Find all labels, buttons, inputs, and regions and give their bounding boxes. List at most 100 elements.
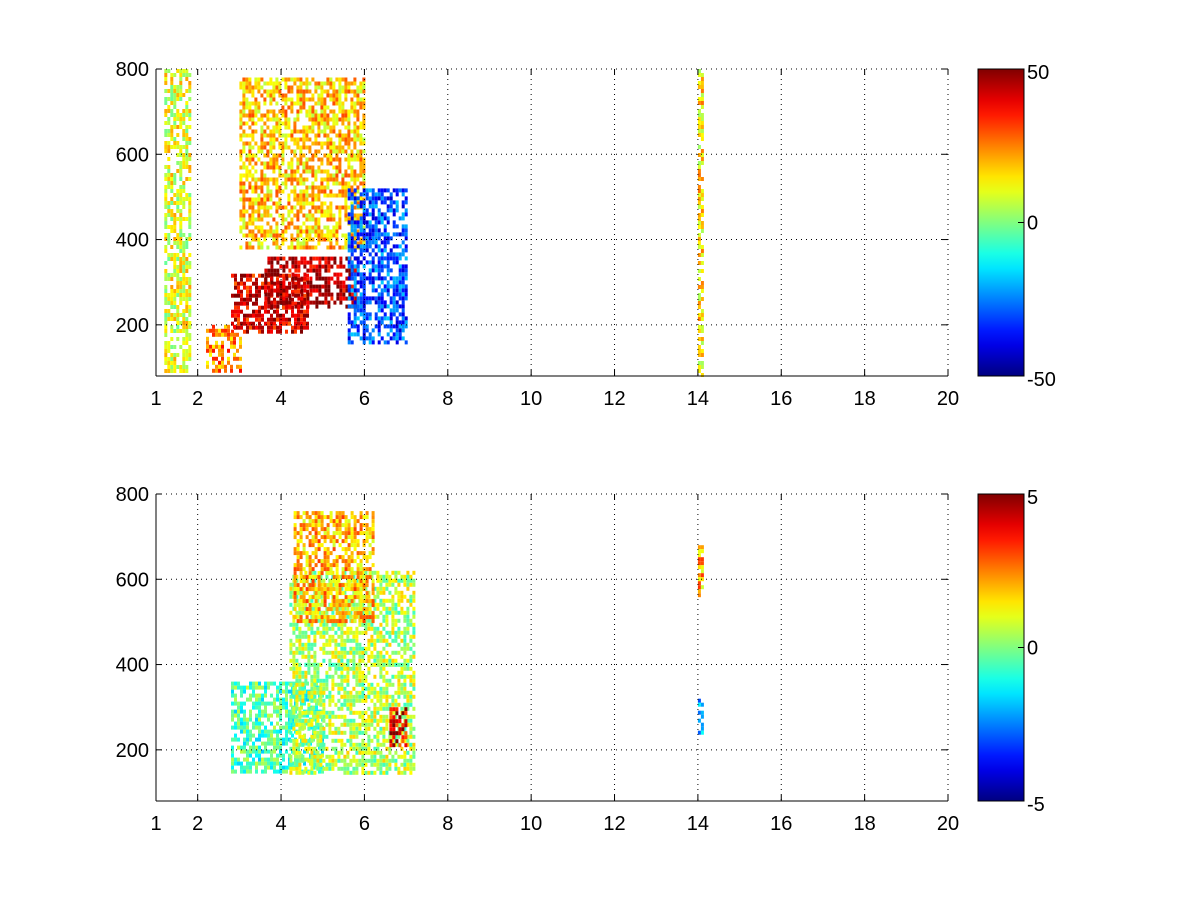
heatmap-cell [251, 245, 255, 250]
heatmap-cell [362, 304, 366, 309]
heatmap-cell [382, 706, 386, 711]
heatmap-cell [290, 101, 294, 106]
heatmap-cell [326, 133, 330, 138]
heatmap-cell [385, 738, 389, 743]
heatmap-cell [356, 296, 360, 301]
heatmap-cell [296, 563, 300, 568]
heatmap-cell [243, 725, 246, 730]
heatmap-cell [303, 733, 306, 738]
heatmap-cell [239, 356, 242, 361]
heatmap-cell [332, 559, 336, 564]
heatmap-cell [291, 292, 295, 297]
heatmap-cell [255, 725, 258, 730]
heatmap-cell [356, 316, 360, 321]
heatmap-cell [379, 742, 383, 747]
heatmap-cell [353, 193, 357, 198]
heatmap-cell [285, 741, 288, 746]
heatmap-cell [362, 161, 366, 166]
heatmap-cell [355, 638, 359, 643]
heatmap-cell [188, 213, 192, 217]
heatmap-cell [368, 244, 372, 249]
heatmap-cell [270, 753, 273, 758]
heatmap-cell [231, 313, 234, 318]
heatmap-cell [273, 281, 276, 286]
heatmap-cell [343, 678, 347, 683]
heatmap-cell [245, 81, 249, 86]
heatmap-cell [349, 602, 353, 607]
heatmap-cell [371, 208, 375, 213]
heatmap-cell [258, 737, 261, 742]
heatmap-cell [395, 308, 399, 313]
heatmap-cell [296, 555, 300, 560]
heatmap-cell [332, 563, 336, 568]
heatmap-cell [248, 229, 252, 234]
heatmap-cell [303, 293, 306, 298]
heatmap-cell [319, 762, 323, 767]
heatmap-cell [321, 749, 324, 754]
heatmap-cell [346, 614, 350, 619]
heatmap-cell [334, 642, 338, 647]
heatmap-cell [295, 706, 299, 711]
heatmap-cell [264, 729, 267, 734]
heatmap-cell [338, 145, 342, 150]
heatmap-cell [370, 762, 374, 767]
heatmap-cell [164, 289, 168, 293]
heatmap-cell [300, 292, 304, 297]
heatmap-cell [359, 85, 363, 90]
heatmap-cell [380, 232, 384, 237]
heatmap-cell [292, 666, 296, 671]
heatmap-cell [346, 670, 350, 675]
heatmap-cell [173, 121, 177, 125]
heatmap-cell [248, 205, 252, 210]
heatmap-cell [255, 765, 258, 770]
heatmap-cell [294, 289, 297, 294]
heatmap-cell [356, 117, 360, 122]
heatmap-cell [356, 304, 360, 309]
x-tick-label: 2 [192, 388, 203, 410]
heatmap-cell [278, 93, 282, 98]
heatmap-cell [329, 587, 333, 592]
heatmap-cell [231, 681, 234, 686]
heatmap-cell [293, 591, 297, 596]
heatmap-cell [397, 734, 401, 739]
heatmap-cell [240, 689, 243, 694]
heatmap-cell [313, 642, 317, 647]
heatmap-cell [299, 109, 303, 114]
heatmap-cell [176, 289, 180, 293]
heatmap-cell [697, 237, 701, 241]
heatmap-cell [275, 125, 279, 130]
heatmap-cell [359, 105, 363, 110]
heatmap-cell [296, 93, 300, 98]
heatmap-cell [329, 125, 333, 130]
heatmap-cell [170, 97, 174, 101]
heatmap-cell [359, 197, 363, 202]
heatmap-cell [167, 185, 171, 189]
heatmap-cell [700, 373, 704, 377]
heatmap-cell [362, 204, 366, 209]
heatmap-cell [400, 754, 404, 759]
heatmap-cell [315, 288, 319, 293]
heatmap-cell [288, 293, 291, 298]
heatmap-cell [314, 137, 318, 142]
heatmap-cell [317, 559, 321, 564]
heatmap-cell [344, 185, 348, 190]
heatmap-cell [319, 694, 323, 699]
heatmap-cell [332, 233, 336, 238]
heatmap-cell [314, 217, 318, 222]
heatmap-cell [340, 730, 344, 735]
heatmap-cell [382, 578, 386, 583]
heatmap-cell [308, 193, 312, 198]
heatmap-cell [185, 281, 189, 285]
heatmap-cell [293, 117, 297, 122]
heatmap-cell [296, 145, 300, 150]
heatmap-cell [332, 145, 336, 150]
heatmap-cell [231, 273, 234, 278]
heatmap-cell [170, 357, 174, 361]
heatmap-cell [385, 598, 389, 603]
heatmap-cell [376, 574, 380, 579]
heatmap-cell [167, 129, 171, 133]
heatmap-cell [263, 165, 267, 170]
heatmap-cell [361, 738, 365, 743]
heatmap-cell [237, 717, 240, 722]
heatmap-cell [246, 761, 249, 766]
